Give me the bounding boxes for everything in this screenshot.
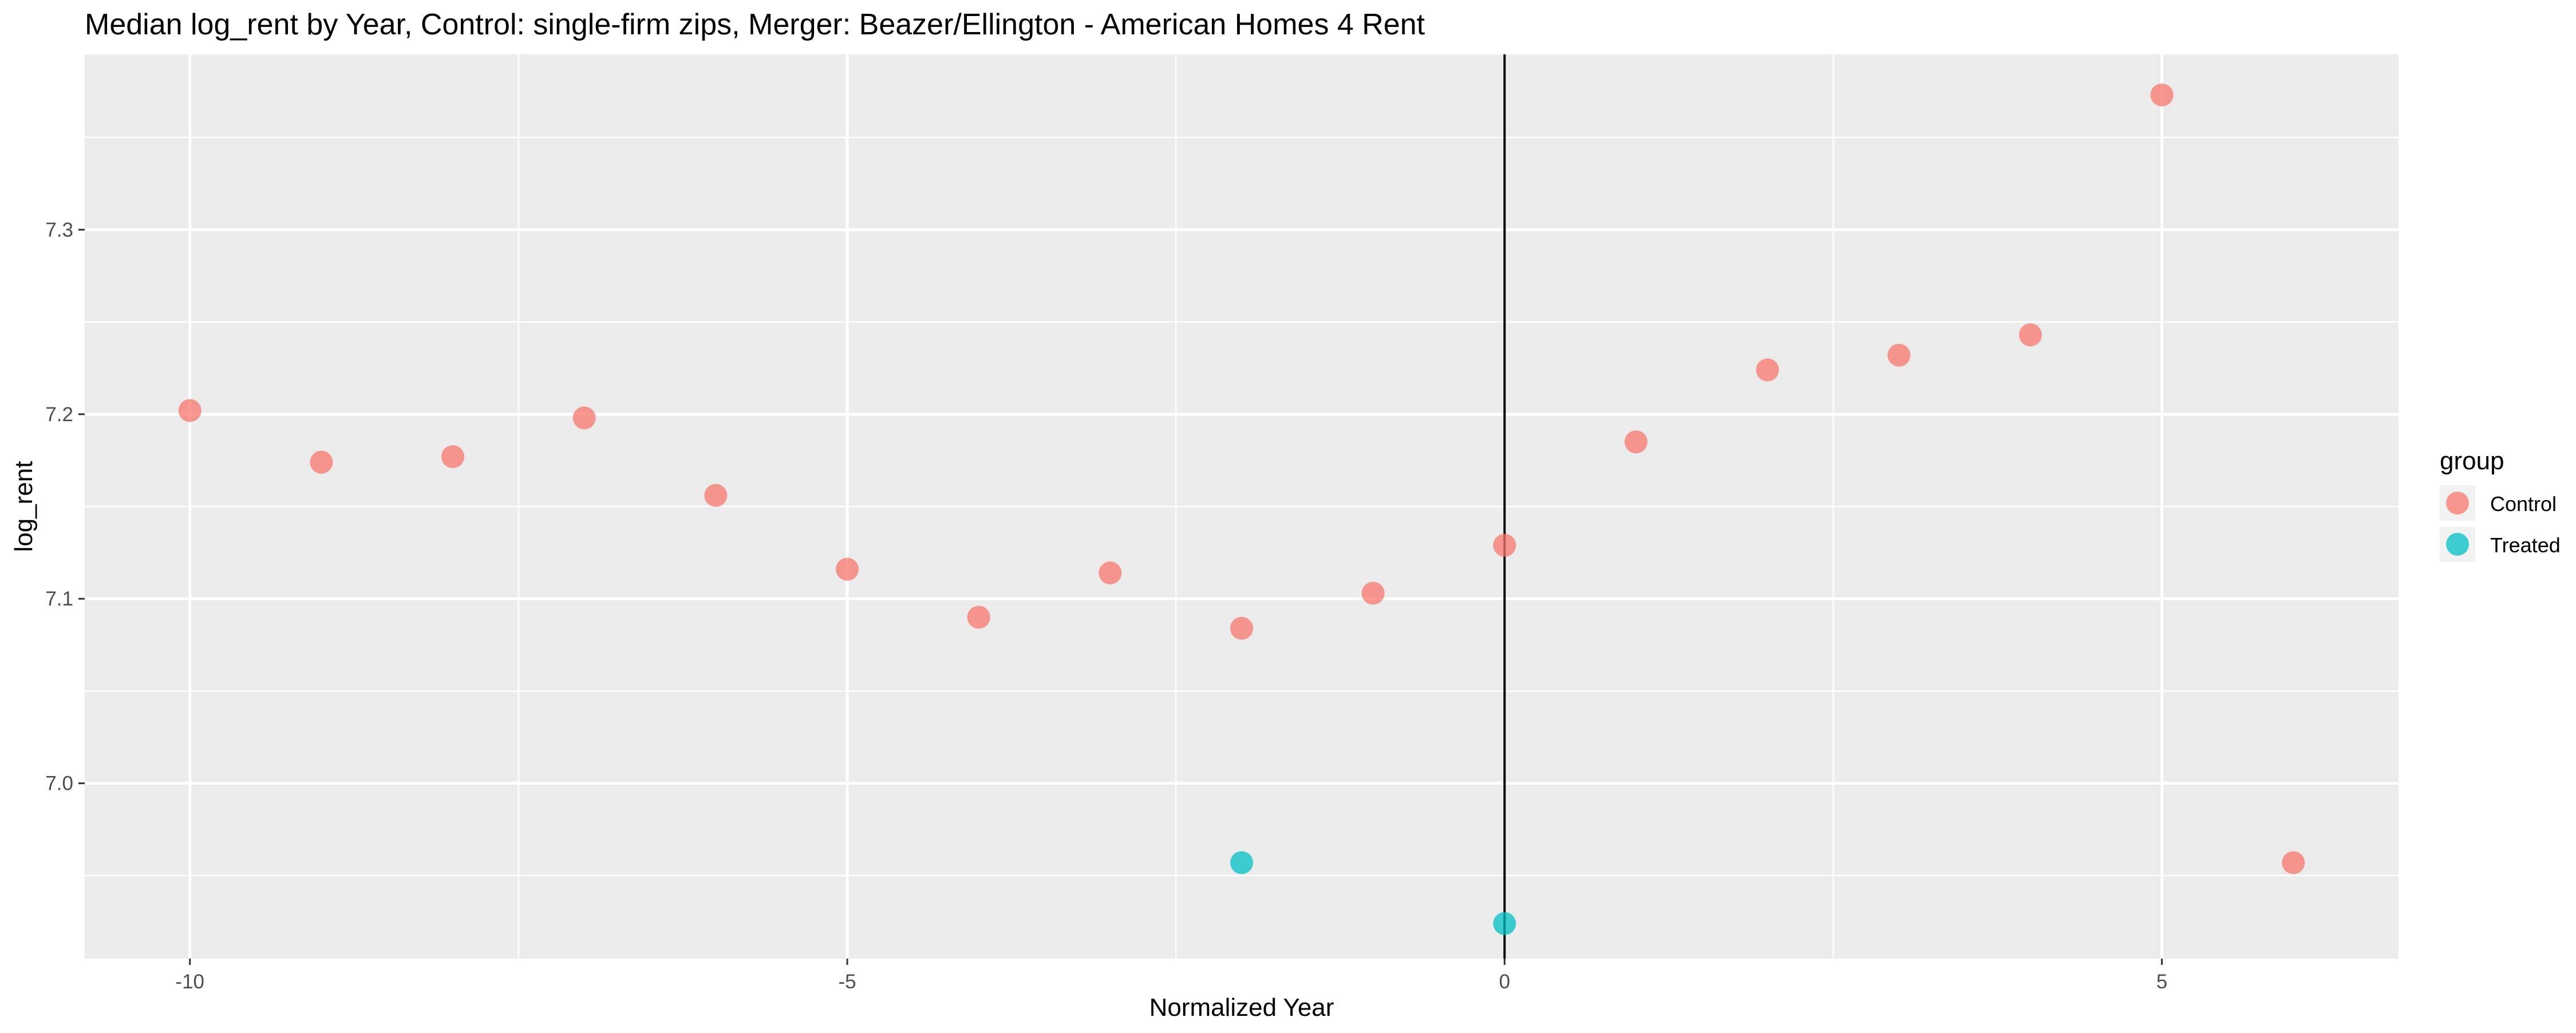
data-point-control	[1493, 533, 1516, 557]
data-point-control	[1624, 430, 1647, 454]
chart-title: Median log_rent by Year, Control: single…	[85, 8, 1425, 41]
data-point-treated	[1230, 851, 1253, 874]
y-axis: 7.0 7.1 7.2 7.3	[45, 219, 85, 795]
grid-minor	[85, 54, 2399, 959]
data-point-control	[1099, 561, 1122, 585]
y-tick-label: 7.2	[45, 403, 73, 426]
legend: group Control Treated	[2440, 447, 2561, 562]
legend-title: group	[2440, 447, 2504, 475]
y-tick-label: 7.1	[45, 588, 73, 610]
data-point-control	[178, 399, 202, 422]
data-point-treated	[1493, 912, 1516, 935]
data-point-control	[836, 557, 859, 581]
data-point-control	[1887, 343, 1911, 367]
y-axis-label: log_rent	[10, 461, 38, 552]
x-axis: -10 -5 0 5	[175, 959, 2167, 993]
y-tick-label: 7.0	[45, 773, 73, 795]
x-tick-label: -10	[175, 971, 204, 993]
data-point-control	[967, 605, 990, 629]
x-tick-label: 5	[2156, 971, 2167, 993]
legend-entry-control: Control	[2440, 485, 2557, 521]
data-point-control	[310, 450, 333, 474]
legend-label-control: Control	[2490, 492, 2557, 516]
data-point-control	[1361, 581, 1385, 605]
legend-entry-treated: Treated	[2440, 527, 2561, 562]
data-point-control	[2018, 323, 2042, 347]
x-axis-label: Normalized Year	[1149, 994, 1334, 1022]
data-point-control	[441, 445, 465, 468]
data-point-control	[2150, 83, 2174, 106]
data-point-control	[2282, 851, 2305, 874]
data-point-control	[704, 484, 728, 507]
data-point-control	[1230, 616, 1253, 640]
legend-key-control	[2446, 492, 2469, 514]
y-tick-label: 7.3	[45, 219, 73, 241]
data-point-control	[1756, 358, 1779, 382]
data-points	[178, 83, 2305, 935]
x-tick-label: 0	[1499, 971, 1510, 993]
x-tick-label: -5	[838, 971, 856, 993]
data-point-control	[572, 406, 596, 430]
legend-label-treated: Treated	[2490, 533, 2561, 557]
legend-key-treated	[2446, 533, 2469, 556]
